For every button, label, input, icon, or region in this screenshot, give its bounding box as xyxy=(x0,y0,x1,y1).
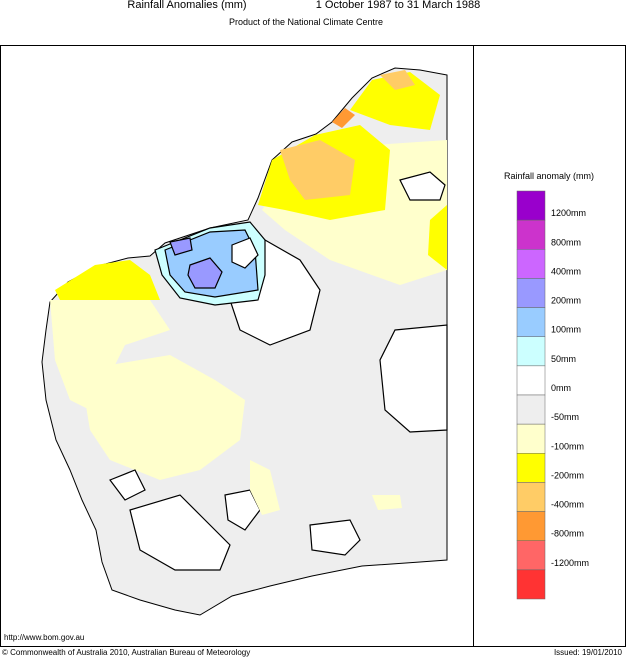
region-light-yellow-south xyxy=(250,460,280,515)
legend: 1200mm 800mm 400mm 200mm 100mm 50mm 0mm -50mm -1… xyxy=(516,190,589,600)
period: 1 October 1987 to 31 March 1988 xyxy=(316,0,481,11)
legend-swatch xyxy=(516,394,546,425)
legend-title: Rainfall anomaly (mm) xyxy=(504,171,594,181)
legend-label: -100mm xyxy=(551,441,584,451)
region-light-yellow-west xyxy=(50,300,170,410)
region-white-south3 xyxy=(224,489,261,531)
legend-label: 1200mm xyxy=(551,208,586,218)
region-yellow-east xyxy=(428,205,447,270)
legend-swatch xyxy=(516,278,546,308)
legend-swatch xyxy=(516,423,546,454)
legend-label: -1200mm xyxy=(551,558,589,568)
legend-label: 50mm xyxy=(551,354,576,364)
footer-copyright: © Commonwealth of Australia 2010, Austra… xyxy=(2,648,250,657)
footer-url: http://www.bom.gov.au xyxy=(4,633,84,642)
region-white-east xyxy=(379,324,448,433)
legend-swatch xyxy=(516,365,546,396)
region-white-south4 xyxy=(309,519,361,556)
region-white-north2 xyxy=(399,171,446,201)
legend-label: 800mm xyxy=(551,237,581,247)
legend-swatch xyxy=(516,482,546,512)
region-orange-small xyxy=(332,108,355,128)
legend-label: -800mm xyxy=(551,529,584,539)
legend-label: 200mm xyxy=(551,296,581,306)
region-white-south2 xyxy=(129,494,231,571)
subtitle: Product of the National Climate Centre xyxy=(229,17,383,27)
region-purple-top xyxy=(169,237,193,256)
region-purple xyxy=(187,257,223,289)
legend-swatch xyxy=(516,569,546,600)
legend-swatch xyxy=(516,249,546,279)
region-white-south1 xyxy=(109,469,146,501)
map xyxy=(41,67,448,616)
region-white-blob xyxy=(231,237,259,269)
legend-swatch xyxy=(516,219,546,250)
region-orange-north xyxy=(380,70,415,90)
legend-label: 400mm xyxy=(551,266,581,276)
legend-swatch xyxy=(516,453,546,483)
region-light-yellow-se xyxy=(372,495,402,510)
title: Rainfall Anomalies (mm) xyxy=(127,0,246,11)
region-yellow-west xyxy=(55,260,160,300)
legend-swatch xyxy=(516,511,546,541)
legend-swatch xyxy=(516,307,546,337)
legend-label: -50mm xyxy=(551,412,579,422)
region-light-yellow-centre xyxy=(80,355,245,480)
region-orange xyxy=(280,140,355,200)
legend-swatch xyxy=(516,190,546,221)
legend-label: -400mm xyxy=(551,500,584,510)
region-yellow-north xyxy=(350,72,440,130)
footer-issued: Issued: 19/01/2010 xyxy=(554,648,623,657)
legend-label: -200mm xyxy=(551,470,584,480)
legend-label: 100mm xyxy=(551,325,581,335)
legend-swatch xyxy=(516,336,546,367)
legend-swatch xyxy=(516,540,546,571)
legend-label: 0mm xyxy=(551,383,571,393)
